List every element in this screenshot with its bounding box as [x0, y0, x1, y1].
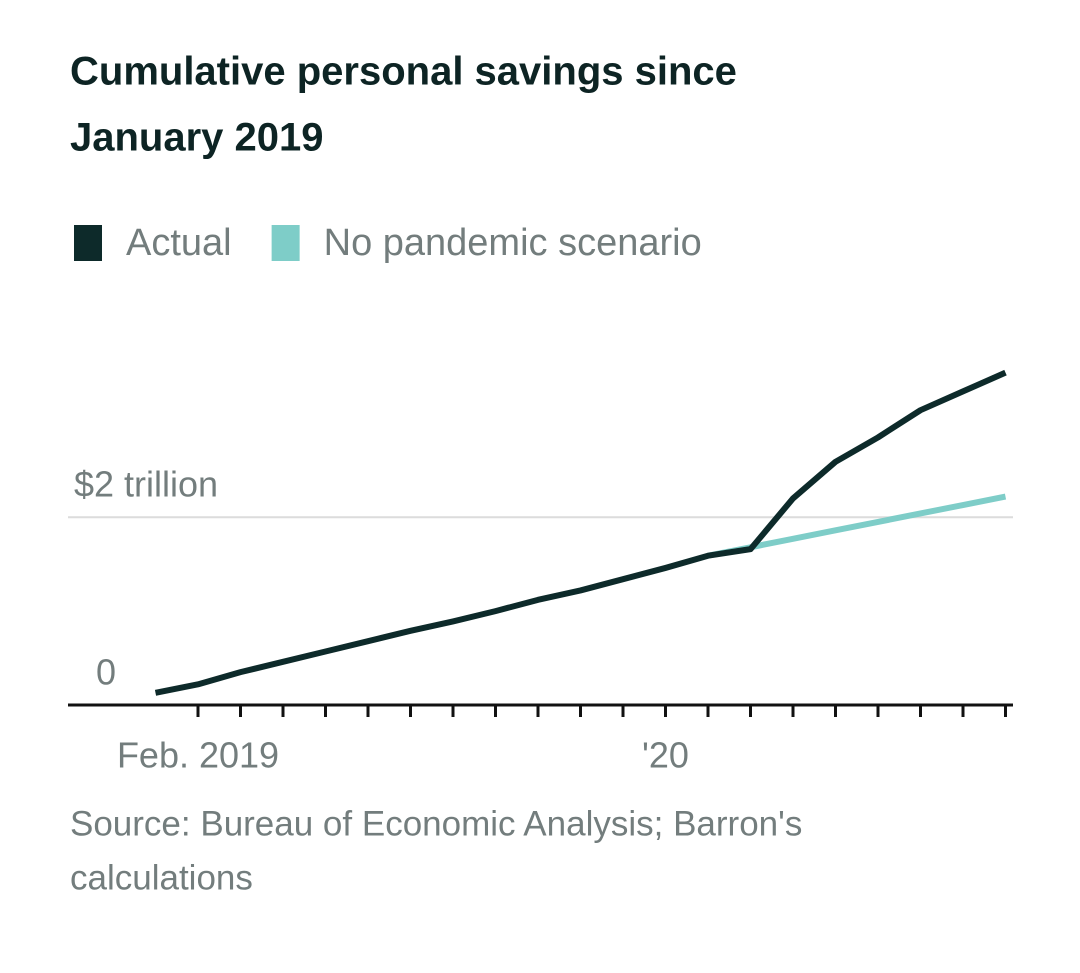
y-tick-label: $2 trillion [74, 464, 218, 505]
legend-swatch [271, 225, 300, 261]
line-series [154, 369, 1007, 696]
x-tick-label: Feb. 2019 [117, 735, 279, 776]
legend-label: No pandemic scenario [324, 222, 702, 264]
source: calculations [70, 858, 253, 897]
chart-title: January 2019 [70, 116, 324, 160]
line-series [707, 493, 1007, 559]
x-tick-label: '20 [642, 735, 689, 776]
chart-title: Cumulative personal savings since [70, 50, 737, 94]
legend-swatch [74, 225, 102, 261]
legend-label: Actual [126, 222, 232, 264]
source: Source: Bureau of Economic Analysis; Bar… [70, 804, 802, 843]
y-tick-label: 0 [96, 652, 116, 693]
